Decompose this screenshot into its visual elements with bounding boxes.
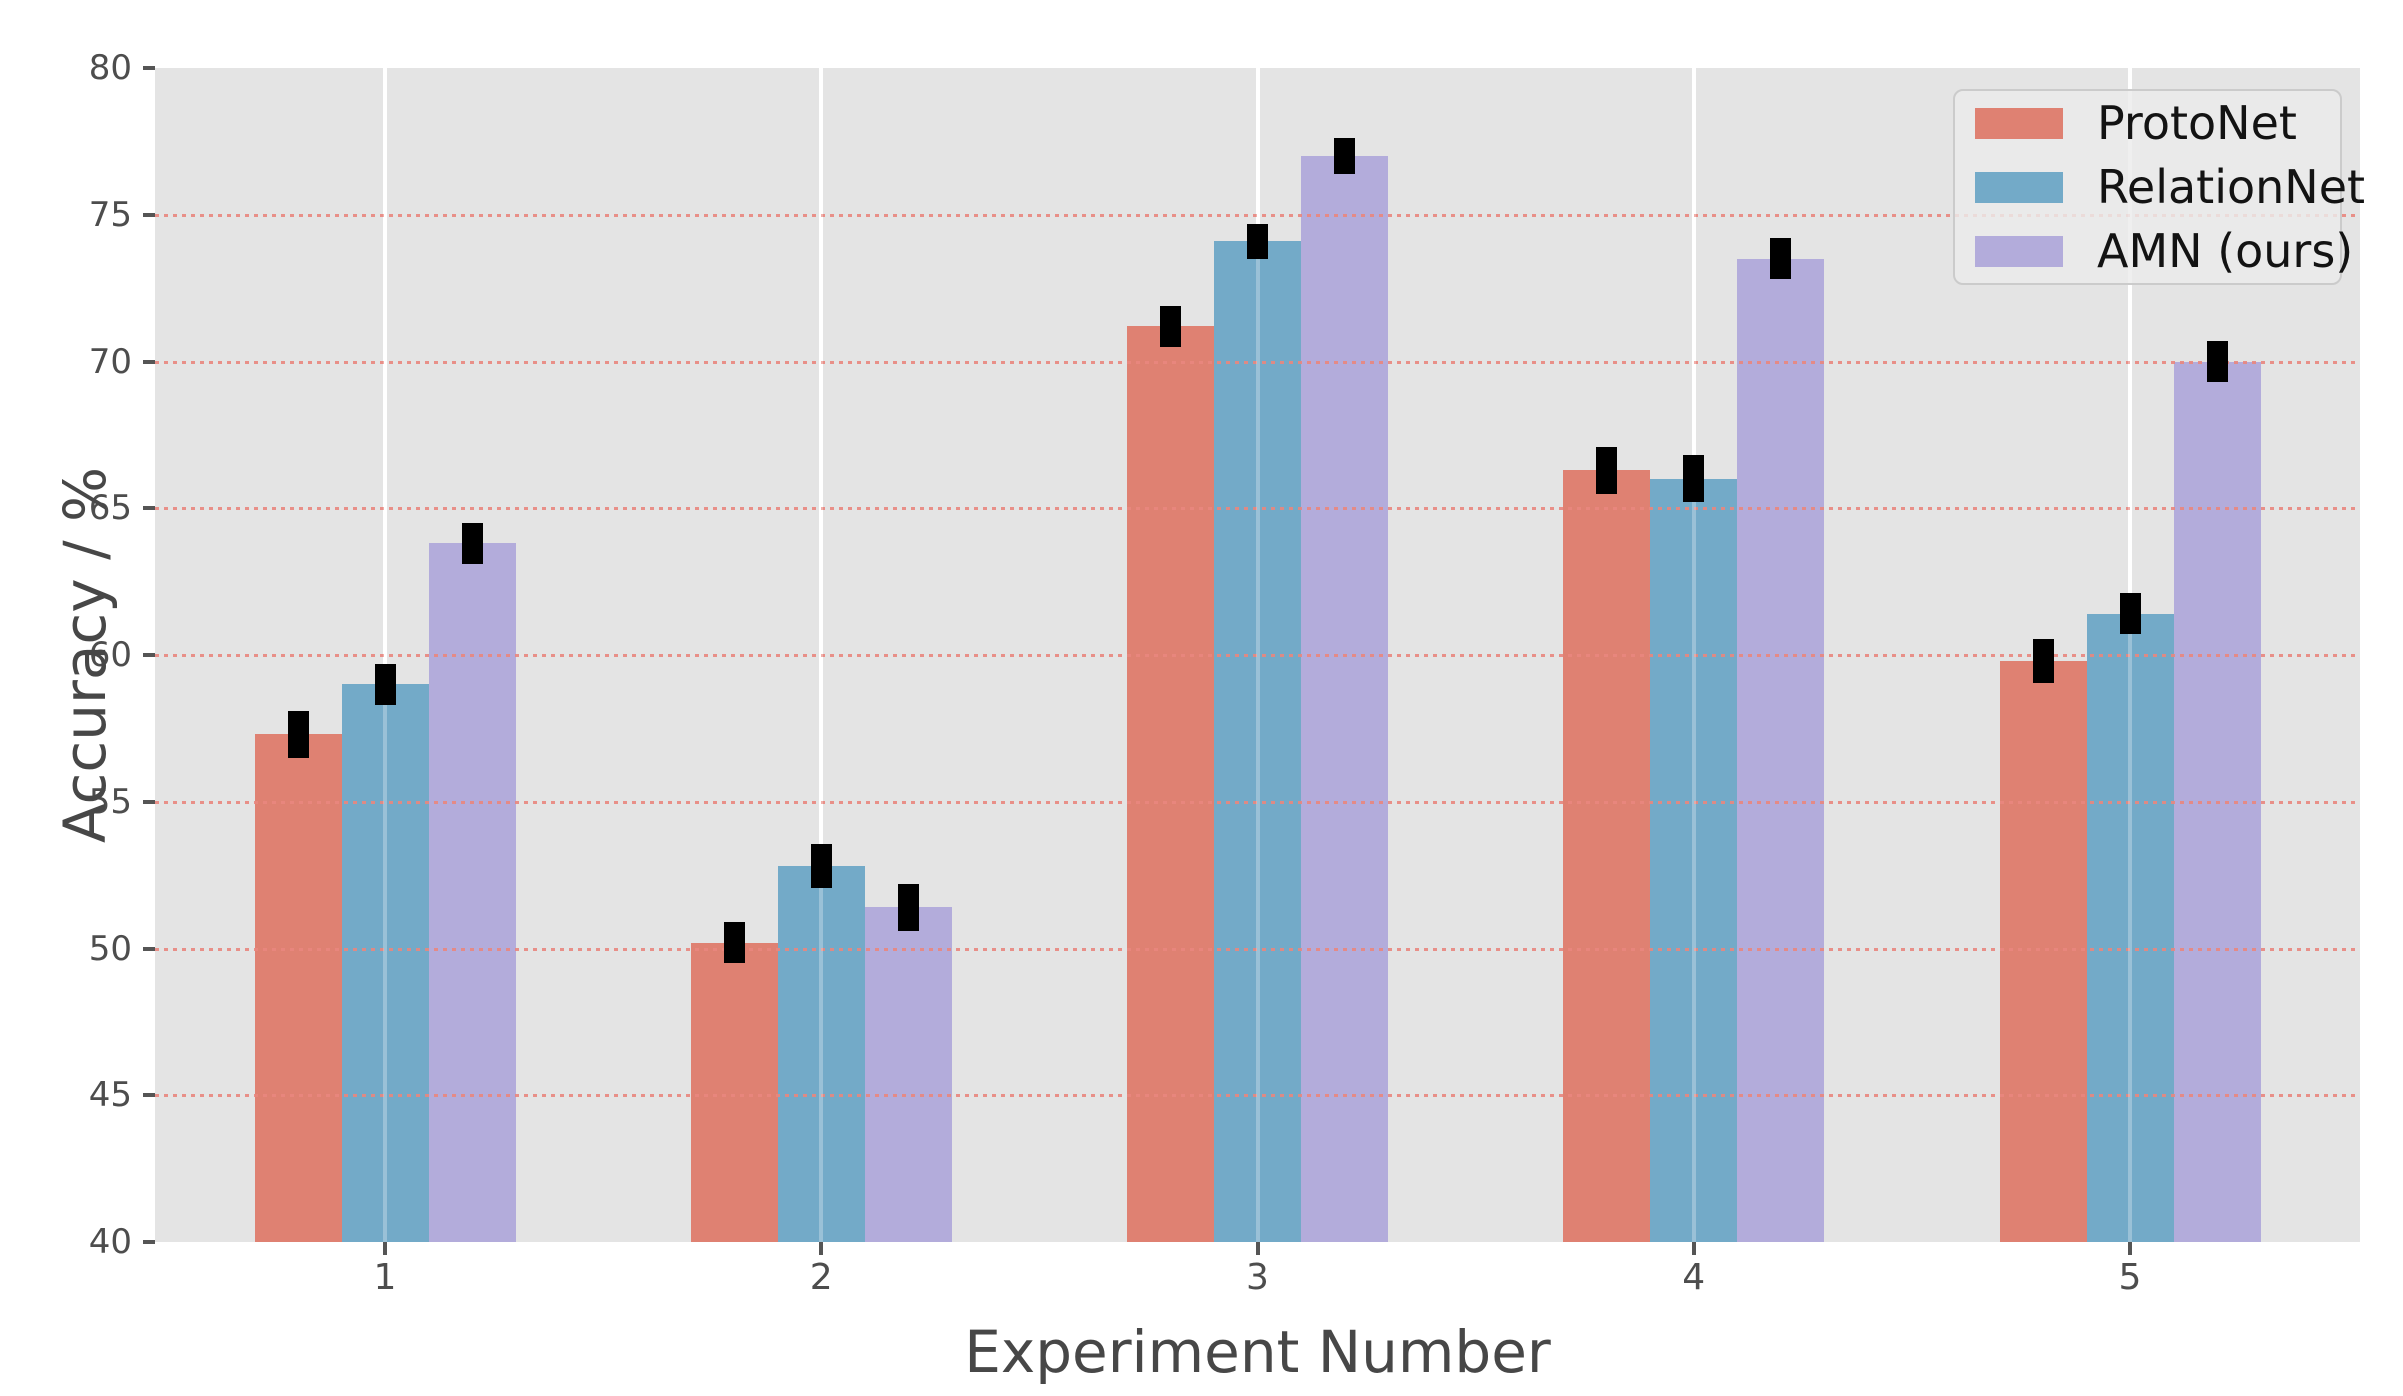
error-bar <box>2032 638 2054 683</box>
x-tick-mark <box>2128 1242 2132 1255</box>
y-tick-mark <box>143 1093 155 1098</box>
horizontal-gridline <box>155 213 2360 217</box>
horizontal-gridline <box>155 507 2360 511</box>
y-axis-label: Accuracy / % <box>51 466 119 844</box>
x-tick-mark <box>383 1242 387 1255</box>
error-bar <box>1683 455 1705 503</box>
bar-relationnet <box>2086 613 2174 1242</box>
y-tick-label: 60 <box>88 635 132 675</box>
horizontal-gridline <box>155 800 2360 804</box>
bar-protonet <box>1999 660 2087 1242</box>
horizontal-gridline <box>155 1094 2360 1098</box>
x-tick-mark <box>1255 1242 1260 1255</box>
bar-amn-ours- <box>1301 156 1388 1242</box>
legend-item-label: RelationNet <box>2097 160 2366 214</box>
vertical-gridline-overlay <box>1691 68 1696 1242</box>
y-tick-mark <box>143 506 155 511</box>
y-tick-label: 70 <box>88 341 132 382</box>
x-tick-label: 2 <box>809 1257 833 1298</box>
y-tick-label: 50 <box>88 928 132 969</box>
x-tick-mark <box>819 1242 824 1255</box>
error-bar <box>1770 238 1792 280</box>
y-tick-label: 65 <box>88 488 132 529</box>
legend-item: RelationNet <box>1975 163 2365 211</box>
y-tick-mark <box>143 653 155 657</box>
bar-relationnet <box>777 866 865 1242</box>
bar-relationnet <box>1650 478 1738 1242</box>
y-tick-label: 40 <box>88 1222 132 1262</box>
bar-amn-ours- <box>864 907 952 1242</box>
y-tick-mark <box>143 66 155 70</box>
y-tick-mark <box>143 359 155 364</box>
x-tick-label: 1 <box>373 1257 397 1298</box>
horizontal-gridline <box>155 360 2360 364</box>
bar-relationnet <box>341 684 429 1242</box>
y-tick-mark <box>143 1240 155 1244</box>
error-bar <box>723 922 745 964</box>
y-tick-label: 75 <box>88 194 132 235</box>
error-bar <box>1160 305 1181 347</box>
y-tick-label: 45 <box>88 1075 132 1116</box>
legend-item-label: ProtoNet <box>2097 96 2297 150</box>
y-tick-mark <box>143 212 155 217</box>
error-bar <box>374 663 396 705</box>
bar-protonet <box>1563 470 1651 1242</box>
error-bar <box>1334 138 1355 174</box>
y-tick-label: 55 <box>88 781 132 822</box>
y-tick-mark <box>143 799 155 804</box>
error-bar <box>2206 340 2228 383</box>
x-tick-mark <box>1691 1242 1696 1255</box>
bar-protonet <box>254 734 342 1242</box>
error-bar <box>2119 593 2141 635</box>
x-axis-label: Experiment Number <box>964 1318 1551 1386</box>
error-bar <box>287 710 309 758</box>
legend-swatch <box>1975 171 2063 203</box>
bar-amn-ours- <box>428 543 516 1242</box>
x-tick-label: 5 <box>2118 1257 2142 1298</box>
legend: ProtoNet RelationNet AMN (ours) <box>1953 89 2365 285</box>
legend-item: AMN (ours) <box>1975 227 2353 275</box>
legend-item-label: AMN (ours) <box>2097 224 2354 278</box>
error-bar <box>1247 223 1268 259</box>
vertical-gridline-overlay <box>2128 68 2132 1242</box>
horizontal-gridline <box>155 947 2360 951</box>
error-bar <box>1596 446 1618 494</box>
y-tick-mark <box>143 946 155 951</box>
bar-relationnet <box>1214 241 1301 1242</box>
y-tick-label: 80 <box>88 48 132 88</box>
bar-amn-ours- <box>1737 258 1825 1242</box>
vertical-gridline-overlay <box>1255 68 1260 1242</box>
error-bar <box>461 522 483 564</box>
vertical-gridline-overlay <box>383 68 387 1242</box>
error-bar <box>810 844 832 889</box>
x-tick-label: 4 <box>1682 1257 1706 1298</box>
vertical-gridline-overlay <box>819 68 824 1242</box>
error-bar <box>897 883 919 931</box>
bar-protonet <box>690 942 778 1242</box>
legend-swatch <box>1975 107 2063 139</box>
legend-item: ProtoNet <box>1975 99 2320 147</box>
bar-protonet <box>1127 326 1214 1242</box>
horizontal-gridline <box>155 654 2360 657</box>
legend-swatch <box>1975 235 2063 267</box>
x-tick-label: 3 <box>1246 1257 1269 1298</box>
